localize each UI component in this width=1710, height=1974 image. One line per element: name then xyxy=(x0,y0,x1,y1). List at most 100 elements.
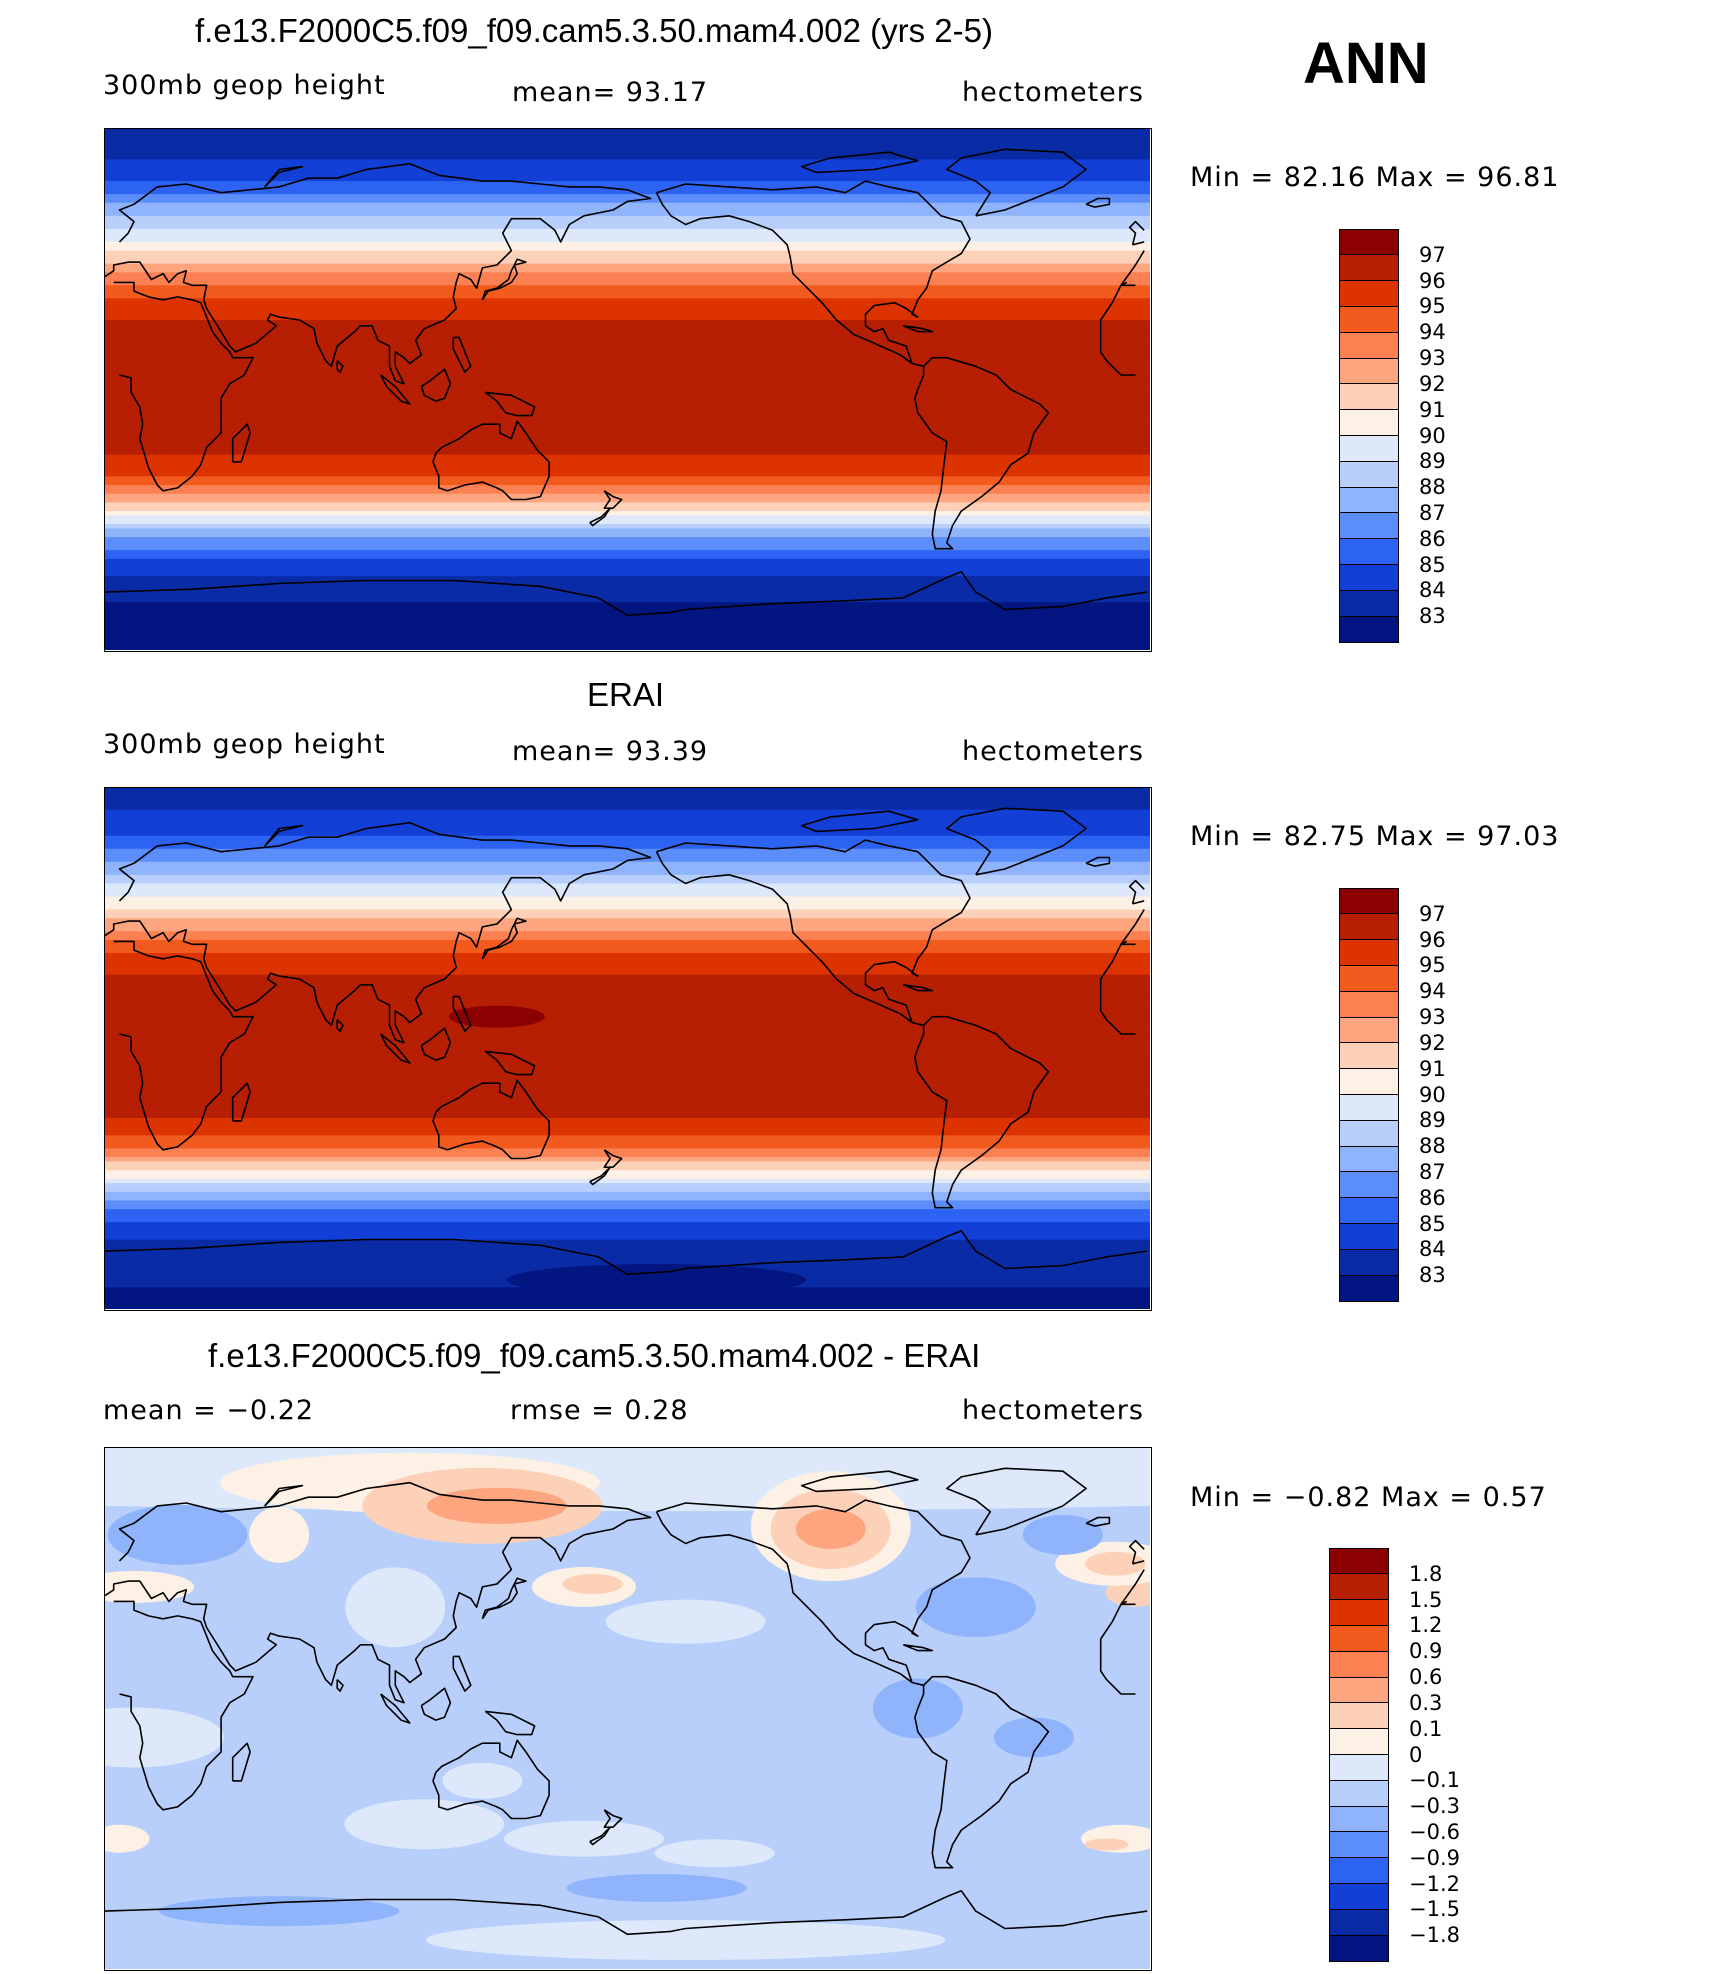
contour-band xyxy=(105,822,1150,828)
contour-band xyxy=(105,133,1150,139)
colorbar-divider xyxy=(1339,1171,1399,1173)
panel-3-colorbar: 1.8 1.5 1.2 0.9 0.6 0.3 0.1 0 −0.1 −0.3 −0.6 −0.9 −1… xyxy=(1329,1548,1499,1962)
colorbar-tick-label: 95 xyxy=(1419,953,1446,978)
colorbar-swatch xyxy=(1329,1599,1389,1626)
colorbar-swatch xyxy=(1329,1883,1389,1910)
coastline xyxy=(231,1082,251,1122)
contour-band xyxy=(105,1052,1150,1058)
contour-band xyxy=(105,1256,1150,1262)
coastline xyxy=(264,1484,304,1507)
coastline xyxy=(589,1166,611,1186)
contour-band xyxy=(105,445,1150,451)
colorbar-divider xyxy=(1329,1754,1389,1755)
contour-band xyxy=(105,1087,1150,1093)
coastline xyxy=(589,1826,611,1846)
coastline xyxy=(113,281,1136,492)
coastline xyxy=(432,420,550,501)
contour-band xyxy=(105,159,1150,165)
contour-band xyxy=(105,636,1150,642)
contour-band xyxy=(105,831,1150,837)
colorbar-swatch xyxy=(1339,1042,1399,1070)
contour-band xyxy=(105,1213,1150,1219)
contour-band xyxy=(105,892,1150,898)
coastline xyxy=(1085,197,1111,208)
coastline xyxy=(484,391,536,417)
coastline xyxy=(914,1675,1050,1869)
colorbar-swatch xyxy=(1329,1754,1389,1781)
contour-band xyxy=(105,606,1150,612)
coastline xyxy=(432,1739,550,1820)
contour-band xyxy=(562,1574,623,1595)
contour-band xyxy=(442,1762,523,1799)
contour-band xyxy=(105,328,1150,334)
contour-band xyxy=(105,480,1150,486)
colorbar-divider xyxy=(1339,383,1399,385)
colorbar-tick-label: 94 xyxy=(1419,320,1446,345)
colorbar-tick-label: 83 xyxy=(1419,1263,1446,1288)
contour-band xyxy=(105,597,1150,603)
colorbar-tick-label: 95 xyxy=(1419,294,1446,319)
colorbar-tick-label: 94 xyxy=(1419,979,1446,1004)
colorbar-divider xyxy=(1339,254,1399,256)
contour-band xyxy=(249,1506,310,1563)
contour-band xyxy=(105,1252,1150,1258)
contour-band xyxy=(105,398,1150,404)
contour-band xyxy=(105,918,1150,924)
panel-2-minmax: Min = 82.75 Max = 97.03 xyxy=(1190,821,1560,852)
colorbar-divider xyxy=(1339,1274,1399,1276)
colorbar-swatch xyxy=(1339,991,1399,1018)
coastline xyxy=(481,917,527,960)
contour-band xyxy=(105,1235,1150,1241)
colorbar-divider xyxy=(1329,1779,1389,1781)
contour-band xyxy=(105,983,1150,989)
colorbar-swatch xyxy=(1329,1548,1389,1575)
colorbar-divider xyxy=(1339,357,1399,359)
coastline xyxy=(903,325,934,333)
contour-band xyxy=(105,576,1150,582)
contour-band xyxy=(105,818,1150,824)
contour-band xyxy=(105,948,1150,954)
contour-band xyxy=(105,1096,1150,1102)
contour-band xyxy=(105,550,1150,556)
colorbar-swatch xyxy=(1339,1275,1399,1302)
colorbar-swatch xyxy=(1329,1651,1389,1678)
contour-band xyxy=(105,979,1150,984)
colorbar-tick-label: 1.2 xyxy=(1409,1613,1443,1638)
colorbar-swatch xyxy=(1339,616,1399,643)
colorbar-tick-label: 91 xyxy=(1419,1056,1446,1081)
contour-band xyxy=(105,632,1150,638)
contour-band xyxy=(105,1139,1150,1145)
coastline xyxy=(655,180,971,368)
panel-2-variable-label: 300mb geop height xyxy=(103,729,386,760)
contour-band xyxy=(105,320,1150,325)
colorbar-swatch xyxy=(1329,1780,1389,1807)
coastline xyxy=(380,374,411,405)
contour-band xyxy=(993,1717,1074,1758)
colorbar-tick-label: −0.1 xyxy=(1409,1768,1460,1793)
contour-band xyxy=(105,1187,1150,1193)
contour-band xyxy=(105,233,1150,239)
contour-band xyxy=(105,1109,1150,1115)
colorbar-tick-label: 96 xyxy=(1419,927,1446,952)
coastline xyxy=(105,1890,1148,1936)
panel-3-map xyxy=(104,1447,1152,1971)
contour-band xyxy=(105,905,1150,911)
contour-band xyxy=(105,1009,1150,1015)
colorbar-divider xyxy=(1329,1883,1389,1885)
contour-band xyxy=(105,554,1150,560)
colorbar-tick-label: −0.9 xyxy=(1409,1845,1460,1870)
contour-band xyxy=(105,359,1150,365)
colorbar-divider xyxy=(1329,1857,1389,1859)
contour-band xyxy=(105,502,1150,508)
colorbar-swatch xyxy=(1339,538,1399,566)
contour-band xyxy=(105,974,1150,980)
contour-band xyxy=(105,992,1150,997)
contour-band xyxy=(105,181,1150,187)
contour-band xyxy=(105,129,1150,134)
contour-band xyxy=(105,935,1150,941)
coastline xyxy=(113,940,1136,1151)
coastline xyxy=(914,356,1050,550)
coastline xyxy=(484,1050,536,1076)
contour-band xyxy=(105,428,1150,434)
contour-band xyxy=(105,458,1150,464)
